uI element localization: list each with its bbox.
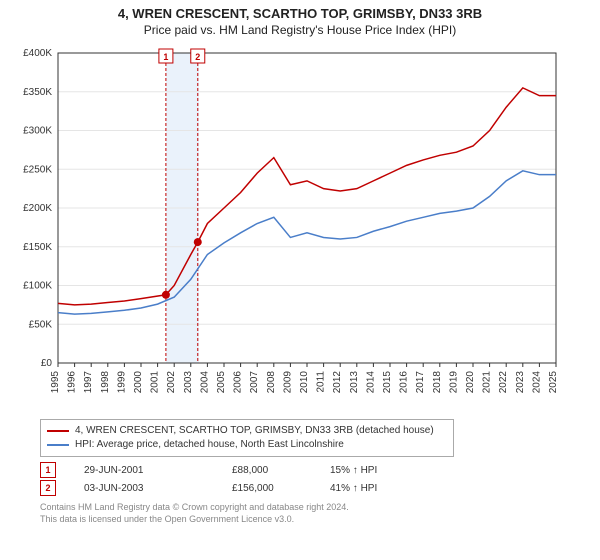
svg-text:2014: 2014 bbox=[365, 371, 376, 394]
legend-swatch-property bbox=[47, 430, 69, 432]
svg-text:2011: 2011 bbox=[316, 371, 327, 393]
svg-text:1995: 1995 bbox=[50, 371, 61, 394]
svg-text:2020: 2020 bbox=[465, 371, 476, 394]
svg-text:2010: 2010 bbox=[299, 371, 310, 394]
footer-text: Contains HM Land Registry data © Crown c… bbox=[40, 501, 590, 525]
marker-table: 1 29-JUN-2001 £88,000 15% ↑ HPI 2 03-JUN… bbox=[40, 461, 590, 497]
svg-text:2007: 2007 bbox=[249, 371, 260, 394]
svg-text:2000: 2000 bbox=[133, 371, 144, 394]
svg-text:2018: 2018 bbox=[432, 371, 443, 394]
legend-label-property: 4, WREN CRESCENT, SCARTHO TOP, GRIMSBY, … bbox=[75, 424, 434, 438]
svg-text:2009: 2009 bbox=[282, 371, 293, 394]
marker-date-1: 29-JUN-2001 bbox=[84, 465, 204, 476]
marker-price-1: £88,000 bbox=[232, 465, 302, 476]
svg-text:1998: 1998 bbox=[100, 371, 111, 394]
svg-text:2: 2 bbox=[195, 52, 200, 62]
svg-text:£0: £0 bbox=[41, 358, 53, 369]
svg-text:2013: 2013 bbox=[349, 371, 360, 394]
svg-text:2005: 2005 bbox=[216, 371, 227, 394]
svg-text:£400K: £400K bbox=[23, 48, 52, 59]
svg-text:1996: 1996 bbox=[67, 371, 78, 394]
svg-text:1: 1 bbox=[163, 52, 168, 62]
svg-text:2022: 2022 bbox=[498, 371, 509, 394]
marker-chip-2: 2 bbox=[40, 480, 56, 496]
svg-text:£200K: £200K bbox=[23, 203, 52, 214]
svg-text:2023: 2023 bbox=[515, 371, 526, 394]
titles-block: 4, WREN CRESCENT, SCARTHO TOP, GRIMSBY, … bbox=[0, 0, 600, 37]
marker-chip-1: 1 bbox=[40, 462, 56, 478]
svg-text:2006: 2006 bbox=[233, 371, 244, 394]
chart-container: 4, WREN CRESCENT, SCARTHO TOP, GRIMSBY, … bbox=[0, 0, 600, 560]
svg-text:2017: 2017 bbox=[415, 371, 426, 394]
svg-text:2001: 2001 bbox=[150, 371, 161, 394]
svg-text:2016: 2016 bbox=[399, 371, 410, 394]
title-sub: Price paid vs. HM Land Registry's House … bbox=[0, 23, 600, 37]
svg-text:2008: 2008 bbox=[266, 371, 277, 394]
svg-text:£50K: £50K bbox=[29, 319, 53, 330]
svg-text:2025: 2025 bbox=[548, 371, 559, 394]
marker-row-2: 2 03-JUN-2003 £156,000 41% ↑ HPI bbox=[40, 479, 590, 497]
svg-text:2021: 2021 bbox=[482, 371, 493, 394]
svg-text:2004: 2004 bbox=[199, 371, 210, 394]
title-main: 4, WREN CRESCENT, SCARTHO TOP, GRIMSBY, … bbox=[0, 6, 600, 21]
footer-line-1: Contains HM Land Registry data © Crown c… bbox=[40, 501, 590, 513]
svg-text:£150K: £150K bbox=[23, 242, 52, 253]
legend-swatch-hpi bbox=[47, 444, 69, 446]
marker-date-2: 03-JUN-2003 bbox=[84, 483, 204, 494]
svg-text:2015: 2015 bbox=[382, 371, 393, 394]
svg-text:£300K: £300K bbox=[23, 126, 52, 137]
svg-text:2002: 2002 bbox=[166, 371, 177, 394]
svg-text:£100K: £100K bbox=[23, 281, 52, 292]
marker-delta-1: 15% ↑ HPI bbox=[330, 465, 420, 476]
footer-line-2: This data is licensed under the Open Gov… bbox=[40, 513, 590, 525]
svg-text:2003: 2003 bbox=[183, 371, 194, 394]
svg-text:1997: 1997 bbox=[83, 371, 94, 394]
svg-text:2024: 2024 bbox=[531, 371, 542, 394]
svg-text:2012: 2012 bbox=[332, 371, 343, 394]
line-chart-svg: £0 £50K £100K £150K £200K £250K £300K £350K £400… bbox=[8, 43, 568, 413]
legend-item-property: 4, WREN CRESCENT, SCARTHO TOP, GRIMSBY, … bbox=[47, 424, 447, 438]
svg-text:2019: 2019 bbox=[448, 371, 459, 394]
svg-text:£350K: £350K bbox=[23, 87, 52, 98]
svg-text:1999: 1999 bbox=[116, 371, 127, 394]
svg-text:£250K: £250K bbox=[23, 164, 52, 175]
marker-price-2: £156,000 bbox=[232, 483, 302, 494]
marker-row-1: 1 29-JUN-2001 £88,000 15% ↑ HPI bbox=[40, 461, 590, 479]
chart-area: £0 £50K £100K £150K £200K £250K £300K £350K £400… bbox=[8, 43, 568, 413]
marker-delta-2: 41% ↑ HPI bbox=[330, 483, 420, 494]
legend-item-hpi: HPI: Average price, detached house, Nort… bbox=[47, 438, 447, 452]
legend-label-hpi: HPI: Average price, detached house, Nort… bbox=[75, 438, 344, 452]
legend-box: 4, WREN CRESCENT, SCARTHO TOP, GRIMSBY, … bbox=[40, 419, 454, 457]
